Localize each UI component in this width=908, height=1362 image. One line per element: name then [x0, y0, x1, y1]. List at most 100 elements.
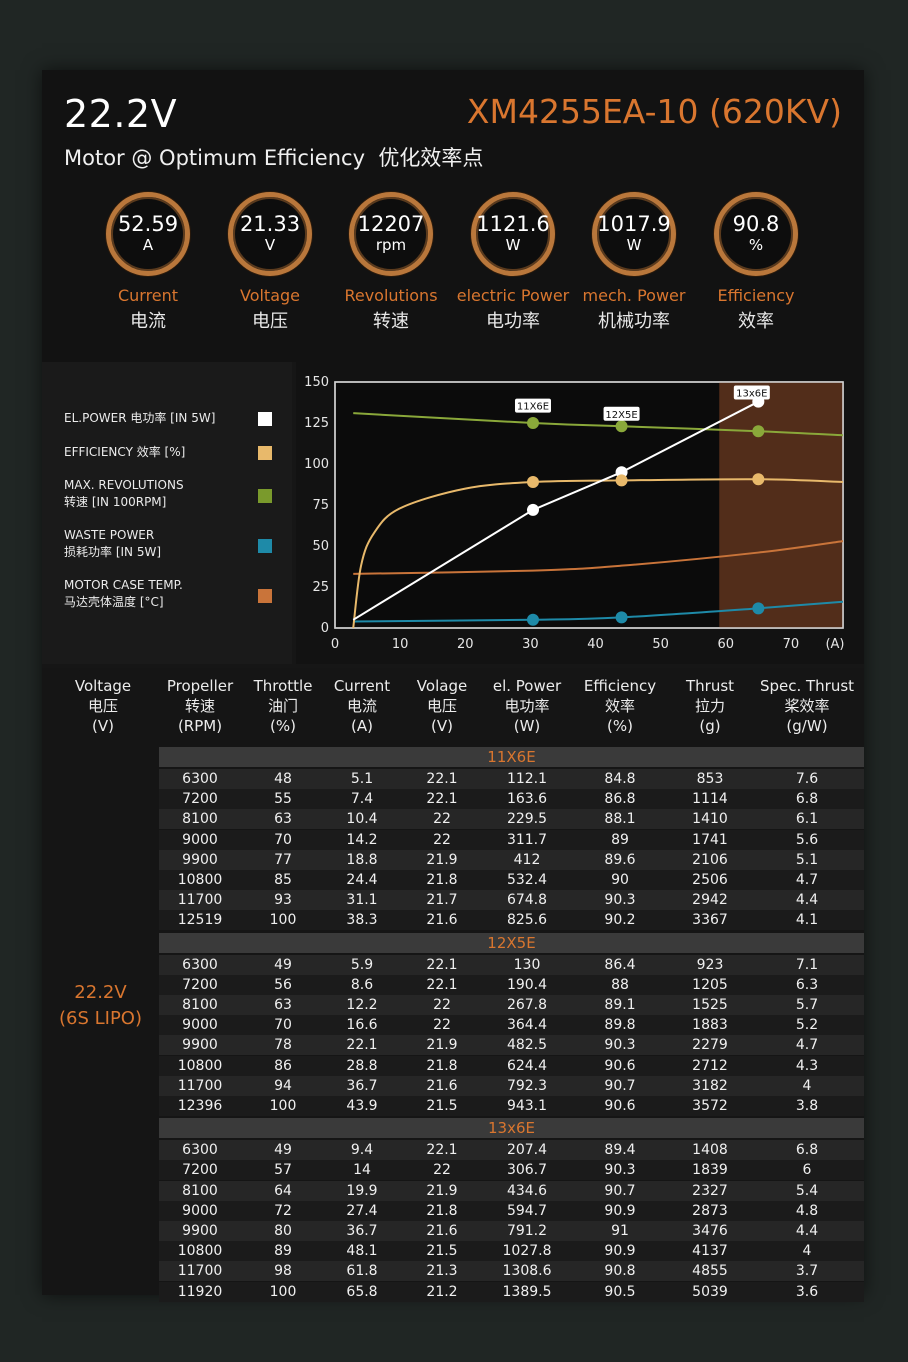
subtitle: Motor @ Optimum Efficiency 优化效率点 [64, 146, 484, 170]
table-cell: 3367 [692, 912, 728, 929]
table-cell: 98 [274, 1263, 292, 1280]
table-cell: 482.5 [506, 1037, 548, 1054]
table-cell: 28.8 [346, 1057, 378, 1074]
table-row: 10800 86 28.8 21.8 624.4 90.6 2712 4.3 [159, 1055, 864, 1076]
table-row: 6300 48 5.1 22.1 112.1 84.8 853 7.6 [159, 769, 864, 789]
column-header: Thrust 拉力 (g) [686, 676, 734, 736]
data-point-marker [615, 474, 628, 487]
column-header: Spec. Thrust 桨效率 (g/W) [760, 676, 854, 736]
table-cell: 21.7 [426, 892, 458, 909]
legend-line1: MOTOR CASE TEMP. [64, 578, 183, 592]
column-header-line: Volage [416, 677, 468, 695]
table-cell: 190.4 [506, 976, 548, 993]
table-cell: 90.8 [604, 1263, 636, 1280]
table-cell: 3572 [692, 1098, 728, 1114]
table-cell: 89 [611, 831, 629, 848]
gauge-current: 52.59 A Current 电流 [87, 192, 209, 333]
table-cell: 4.4 [795, 892, 819, 909]
gauge-ring: 21.33 V [228, 192, 312, 276]
table-row: 11700 93 31.1 21.7 674.8 90.3 2942 4.4 [159, 890, 864, 911]
annotation-label: 11X6E [517, 402, 549, 413]
gauge-unit: V [264, 236, 276, 254]
y-tick-label: 0 [321, 621, 329, 636]
table-cell: 21.6 [426, 912, 458, 929]
gauge-label-cn: 电流 [130, 311, 166, 332]
series-efficiency-line [352, 478, 844, 629]
legend-line1: WASTE POWER [64, 528, 155, 542]
table-cell: 3182 [692, 1077, 728, 1094]
table-cell: 22 [433, 811, 451, 828]
legend-line2: 损耗功率 [IN 5W] [64, 545, 162, 559]
table-row: 9000 70 16.6 22 364.4 89.8 1883 5.2 [159, 1015, 864, 1036]
table-cell: 90.7 [604, 1077, 636, 1094]
propeller-group-header: 12X5E [159, 932, 864, 953]
table-cell: 3.8 [795, 1098, 819, 1114]
gauge-unit: A [142, 236, 154, 254]
table-cell: 16.6 [346, 1017, 378, 1034]
legend-swatch [258, 446, 272, 460]
gauge-label-en: Efficiency [717, 286, 795, 305]
column-header-line: 电压 [87, 697, 119, 715]
y-tick-label: 50 [312, 539, 329, 554]
table-cell: 90.5 [604, 1283, 636, 1300]
column-header-line: (%) [270, 717, 296, 735]
table-cell: 49 [274, 1142, 292, 1159]
table-row: 6300 49 9.4 22.1 207.4 89.4 1408 6.8 [159, 1140, 864, 1161]
table-cell: 11700 [177, 892, 223, 909]
legend-line2: 转速 [IN 100RPM] [64, 495, 167, 509]
table-cell: 89.6 [604, 851, 636, 868]
table-cell: 6.8 [795, 791, 819, 808]
table-cell: 1525 [692, 997, 728, 1013]
table-row: 11700 98 61.8 21.3 1308.6 90.8 4855 3.7 [159, 1261, 864, 1282]
table-cell: 8100 [182, 811, 218, 828]
table-cell: 78 [274, 1037, 292, 1054]
performance-chart: 0 25 50 75 100 125 150 0 10 20 30 40 50 60 70 (A) 11X6E 1… [304, 375, 844, 652]
table-cell: 21.8 [426, 872, 458, 888]
table-cell: 7200 [182, 1162, 218, 1179]
data-point-marker [526, 417, 539, 429]
gauge-ring: 1017.9 W [592, 192, 676, 276]
y-tick-label: 100 [304, 457, 329, 472]
table-cell: 3476 [692, 1223, 728, 1239]
table-cell: 4855 [692, 1263, 728, 1280]
column-header-line: (V) [92, 717, 114, 735]
data-point-marker [752, 425, 765, 438]
table-cell: 14.2 [346, 831, 378, 848]
table-row: 7200 56 8.6 22.1 190.4 88 1205 6.3 [159, 974, 864, 995]
column-header-line: (W) [513, 717, 541, 735]
gauge-value: 21.33 [239, 212, 301, 236]
table-row: 12519 100 38.3 21.6 825.6 90.2 3367 4.1 [159, 910, 864, 931]
table-cell: 84.8 [604, 771, 636, 787]
table-cell: 4.1 [795, 912, 819, 929]
table-cell: 5.7 [795, 997, 819, 1013]
table-cell: 27.4 [346, 1202, 378, 1219]
table-cell: 57 [274, 1162, 292, 1179]
column-header-line: Throttle [253, 677, 313, 695]
table-row: 9000 72 27.4 21.8 594.7 90.9 2873 4.8 [159, 1200, 864, 1221]
table-cell: 112.1 [506, 771, 548, 787]
table-cell: 1205 [692, 976, 728, 993]
table-cell: 7.4 [350, 791, 374, 808]
table-cell: 6 [802, 1162, 812, 1179]
table-cell: 19.9 [346, 1182, 378, 1199]
table-cell: 9900 [182, 1037, 218, 1054]
table-cell: 70 [274, 831, 292, 848]
table-row: 12396 100 43.9 21.5 943.1 90.6 3572 3.8 [159, 1096, 864, 1116]
x-tick-label: 70 [783, 637, 800, 652]
table-cell: 89.1 [604, 997, 636, 1013]
data-point-marker [615, 466, 628, 479]
data-point-marker [526, 503, 539, 516]
legend-label: WASTE POWER 损耗功率 [IN 5W] [64, 527, 161, 561]
table-cell: 9.4 [350, 1142, 374, 1159]
gauge-label-en: Revolutions [344, 286, 438, 305]
table-cell: 1741 [692, 831, 728, 848]
table-cell: 1114 [692, 791, 728, 808]
annotation-box [514, 398, 551, 413]
table-cell: 48.1 [346, 1243, 378, 1260]
table-cell: 86 [274, 1057, 292, 1074]
table-cell: 80 [274, 1223, 292, 1239]
gauge-label-cn: 效率 [738, 311, 774, 332]
x-tick-label: 10 [392, 637, 409, 652]
table-cell: 90.7 [604, 1182, 636, 1199]
table-row: 9900 77 18.8 21.9 412 89.6 2106 5.1 [159, 849, 864, 870]
